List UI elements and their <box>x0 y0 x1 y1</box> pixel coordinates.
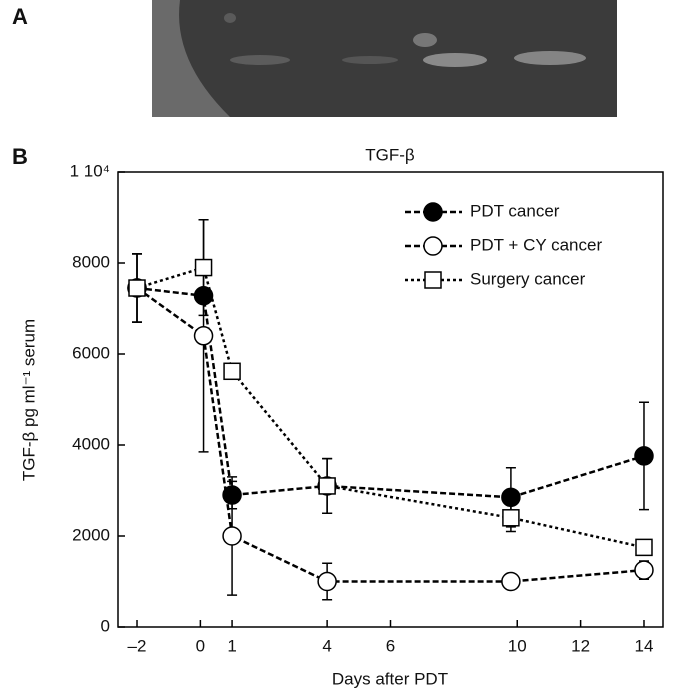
data-point <box>501 487 521 508</box>
x-tick-label: 1 <box>227 636 236 655</box>
data-point <box>634 560 654 580</box>
data-point <box>317 571 337 592</box>
data-point <box>193 326 214 346</box>
y-tick-label: 2000 <box>72 525 110 544</box>
y-tick-label: 0 <box>101 616 110 635</box>
x-tick-label: 0 <box>196 636 205 655</box>
legend-label: Surgery cancer <box>470 269 586 288</box>
y-tick-label: 4000 <box>72 434 110 453</box>
x-tick-label: 6 <box>386 636 395 655</box>
x-tick-label: 14 <box>635 636 654 655</box>
legend-marker <box>424 271 442 289</box>
data-point <box>194 258 213 277</box>
panel-label: B <box>12 144 28 169</box>
legend-marker <box>423 236 443 256</box>
x-tick-label: –2 <box>128 636 147 655</box>
y-tick-label: 1 10⁴ <box>70 161 110 180</box>
series-line <box>136 287 645 583</box>
legend-marker <box>423 202 443 222</box>
data-point <box>501 571 521 592</box>
y-tick-label: 6000 <box>72 343 110 362</box>
data-point <box>502 509 520 527</box>
y-tick-label: 8000 <box>72 252 110 271</box>
data-point <box>222 526 242 546</box>
data-point <box>635 538 653 557</box>
data-point <box>128 279 146 297</box>
gel-image <box>152 0 617 117</box>
series-line <box>136 286 645 499</box>
x-tick-label: 10 <box>508 636 527 655</box>
x-axis-label: Days after PDT <box>332 669 448 688</box>
x-tick-label: 4 <box>322 636 331 655</box>
data-point <box>223 362 241 381</box>
chart-title: TGF-β <box>365 145 415 164</box>
y-axis-label: TGF-β pg ml⁻¹ serum <box>19 319 38 481</box>
data-point <box>634 446 654 466</box>
legend-label: PDT + CY cancer <box>470 235 602 254</box>
data-point <box>318 477 336 495</box>
data-point <box>222 485 242 505</box>
panel-label: A <box>12 4 28 29</box>
data-point <box>193 286 214 306</box>
legend-label: PDT cancer <box>470 201 560 220</box>
x-tick-label: 12 <box>571 636 590 655</box>
series-line <box>136 265 645 549</box>
